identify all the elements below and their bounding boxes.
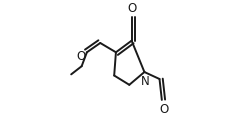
Text: O: O xyxy=(127,2,136,15)
Text: N: N xyxy=(141,75,150,88)
Text: O: O xyxy=(159,103,168,116)
Text: O: O xyxy=(77,50,86,63)
